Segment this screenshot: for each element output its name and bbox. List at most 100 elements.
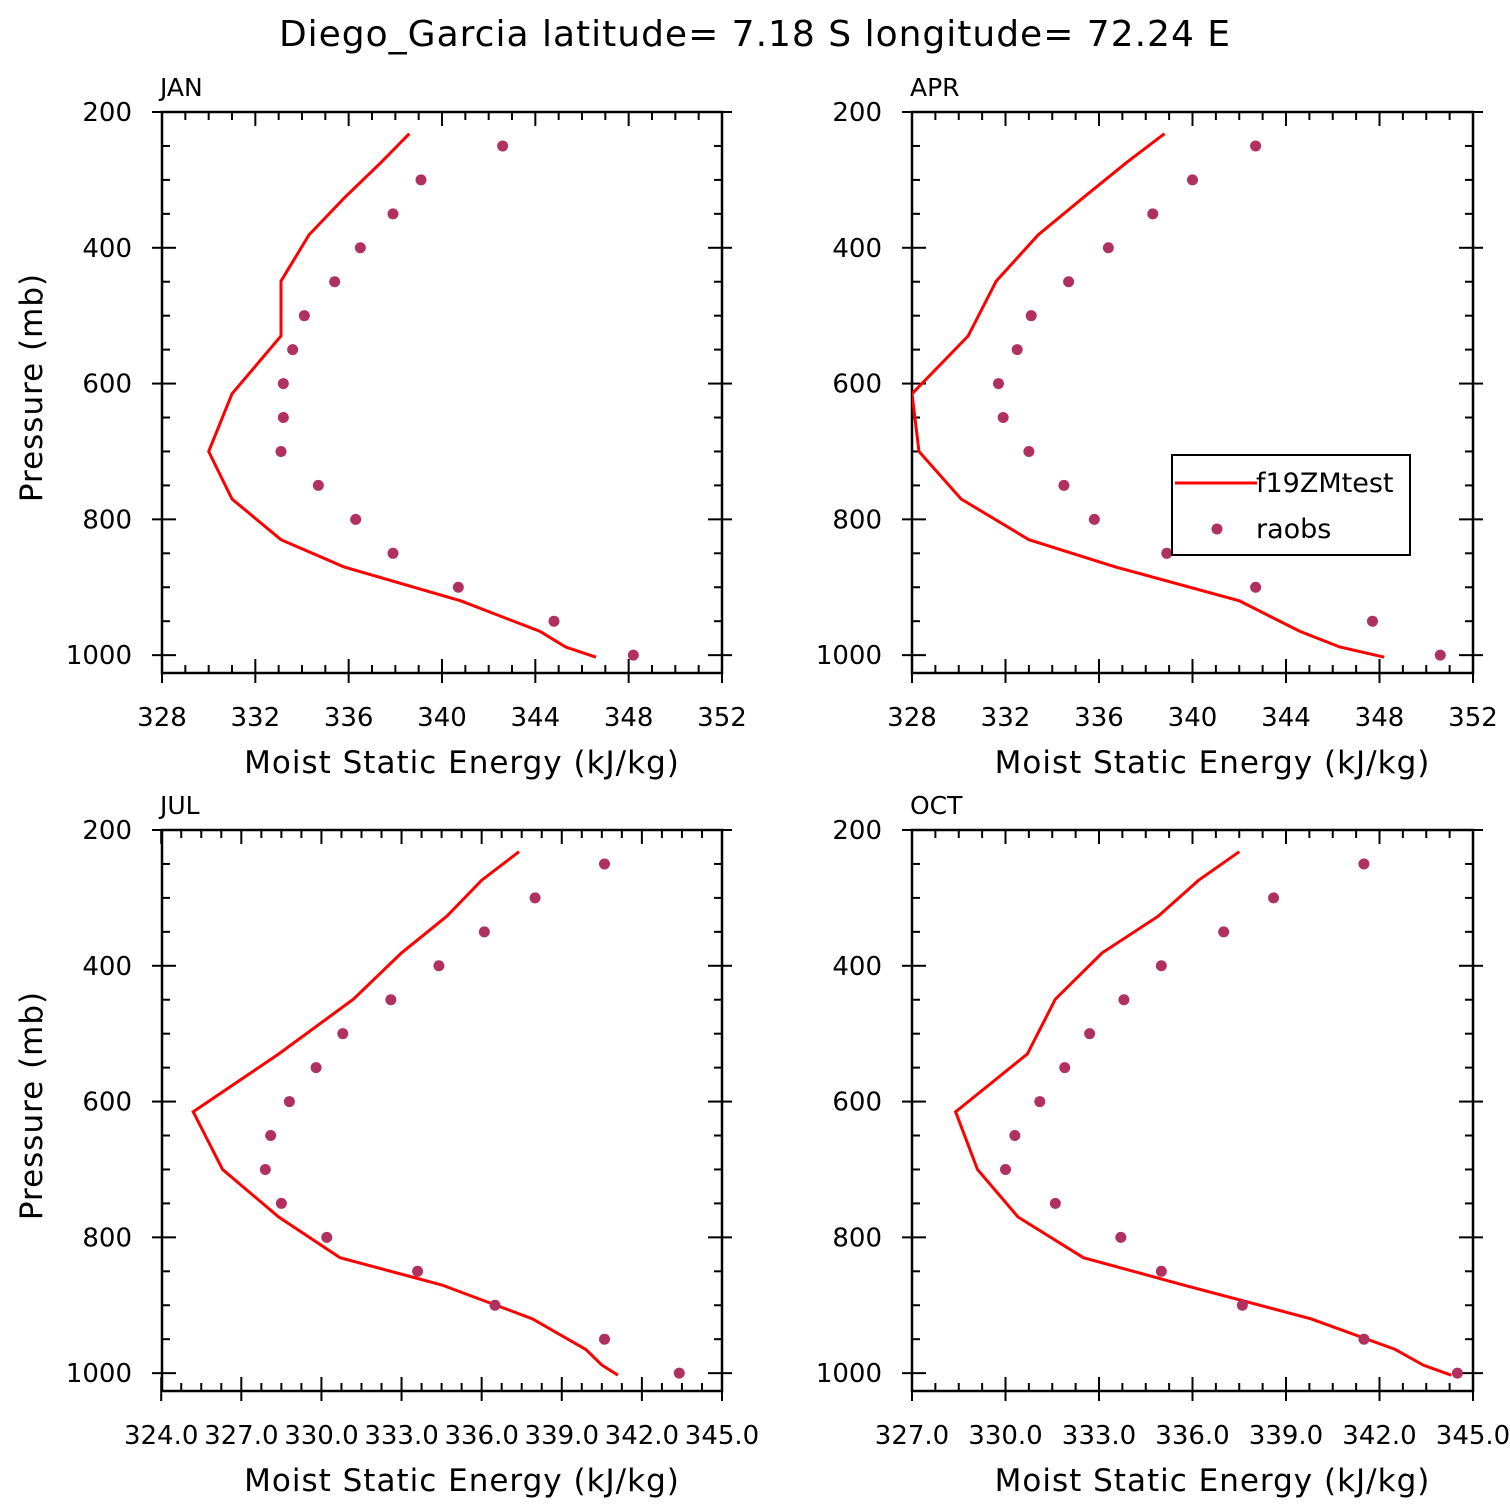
obs-point — [1009, 1130, 1021, 1142]
obs-point — [415, 174, 427, 186]
y-tick-label: 1000 — [816, 641, 882, 671]
x-tick-label: 344 — [511, 703, 561, 733]
x-tick-label: 332 — [981, 703, 1031, 733]
obs-point — [1025, 310, 1037, 322]
y-tick-label: 800 — [82, 1223, 132, 1253]
x-tick-label: 332 — [231, 703, 281, 733]
obs-point — [1366, 615, 1378, 627]
panels: 200 400 600 800 1000 328 332 336 340 344 348 352 JAN… — [14, 73, 1510, 1499]
plot-frame — [160, 828, 724, 1393]
panel-jul: 200 400 600 800 1000 324.0 327.0 330.0 333.0 336.… — [14, 791, 759, 1499]
obs-point — [1000, 1163, 1011, 1175]
obs-point — [548, 615, 560, 627]
x-tick-label: 330.0 — [968, 1421, 1042, 1451]
obs-point — [992, 378, 1004, 390]
figure-title: Diego_Garcia latitude= 7.18 S longitude=… — [279, 14, 1231, 55]
x-tick-label: 328 — [137, 703, 187, 733]
obs-point — [1058, 479, 1070, 491]
plot-frame — [910, 828, 1475, 1393]
obs-point — [354, 242, 366, 254]
obs-point — [1161, 547, 1173, 559]
x-tick-label: 333.0 — [364, 1421, 438, 1451]
x-axis-label: Moist Static Energy (kJ/kg) — [995, 1463, 1431, 1499]
series-line-f19ZMtest — [953, 850, 1452, 1377]
obs-point — [412, 1265, 424, 1277]
x-tick-label: 327.0 — [875, 1421, 949, 1451]
y-tick-label: 800 — [832, 505, 882, 535]
x-tick-label: 348 — [604, 703, 654, 733]
x-tick-label: 327.0 — [204, 1421, 278, 1451]
obs-point — [385, 994, 397, 1006]
legend-dot-swatch — [1211, 523, 1223, 535]
series-line-f19ZMtest — [191, 850, 619, 1377]
x-tick-label: 336 — [1074, 703, 1124, 733]
panel-oct: 200 400 600 800 1000 327.0 330.0 333.0 336.0 339.… — [816, 791, 1510, 1499]
obs-point — [489, 1299, 501, 1311]
obs-point — [277, 378, 289, 390]
obs-point — [1059, 1062, 1071, 1074]
x-tick-label: 345.0 — [1436, 1421, 1510, 1451]
obs-point — [1049, 1197, 1061, 1209]
obs-point — [329, 276, 341, 288]
x-tick-label: 336.0 — [1155, 1421, 1229, 1451]
obs-point — [1236, 1299, 1248, 1311]
y-tick-label: 800 — [832, 1223, 882, 1253]
obs-point — [1451, 1367, 1463, 1379]
obs-point — [1011, 344, 1023, 356]
panel-jan: 200 400 600 800 1000 328 332 336 340 344 348 352 JAN… — [14, 73, 747, 781]
obs-point — [287, 344, 299, 356]
panel-title: OCT — [910, 791, 963, 820]
y-tick-label: 600 — [82, 370, 132, 400]
x-tick-label: 339.0 — [1249, 1421, 1323, 1451]
obs-point — [598, 1333, 610, 1345]
obs-point — [275, 1197, 287, 1209]
y-tick-label: 600 — [832, 1088, 882, 1118]
y-axis-label: Pressure (mb) — [14, 273, 50, 502]
obs-point — [1187, 174, 1198, 186]
obs-point — [337, 1028, 349, 1040]
x-tick-label: 352 — [697, 703, 747, 733]
x-tick-label: 342.0 — [1342, 1421, 1416, 1451]
obs-point — [497, 140, 509, 152]
obs-point — [1088, 513, 1100, 525]
obs-point — [1023, 445, 1035, 457]
obs-point — [1063, 276, 1075, 288]
panel-apr: 200 400 600 800 1000 328 332 336 340 344 348 352 APR… — [816, 73, 1498, 781]
obs-point — [298, 310, 310, 322]
x-tick-label: 324.0 — [124, 1421, 198, 1451]
y-tick-label: 1000 — [66, 641, 132, 671]
y-tick-label: 200 — [832, 816, 882, 846]
y-tick-label: 400 — [832, 234, 882, 264]
y-tick-label: 400 — [832, 952, 882, 982]
obs-point — [997, 412, 1009, 424]
obs-point — [598, 858, 610, 870]
x-tick-label: 344 — [1261, 703, 1311, 733]
obs-point — [1118, 994, 1130, 1006]
obs-point — [1155, 1265, 1167, 1277]
obs-point — [673, 1367, 685, 1379]
obs-point — [1218, 926, 1230, 938]
y-tick-label: 600 — [82, 1088, 132, 1118]
y-tick-label: 200 — [82, 816, 132, 846]
obs-point — [478, 926, 490, 938]
x-axis-label: Moist Static Energy (kJ/kg) — [995, 745, 1431, 781]
obs-point — [1102, 242, 1114, 254]
y-tick-label: 800 — [82, 505, 132, 535]
y-tick-label: 1000 — [66, 1359, 132, 1389]
obs-point — [1034, 1096, 1046, 1108]
obs-point — [275, 445, 287, 457]
x-tick-label: 345.0 — [685, 1421, 759, 1451]
plot-frame — [160, 110, 724, 675]
y-tick-label: 400 — [82, 952, 132, 982]
obs-point — [310, 1062, 322, 1074]
obs-point — [321, 1231, 333, 1243]
obs-point — [1434, 649, 1446, 661]
x-tick-label: 342.0 — [605, 1421, 679, 1451]
x-tick-label: 348 — [1355, 703, 1405, 733]
panel-title: JUL — [158, 791, 200, 820]
y-tick-label: 1000 — [816, 1359, 882, 1389]
legend-label-obs: raobs — [1256, 514, 1331, 545]
obs-point — [1084, 1028, 1096, 1040]
obs-point — [1147, 208, 1159, 220]
